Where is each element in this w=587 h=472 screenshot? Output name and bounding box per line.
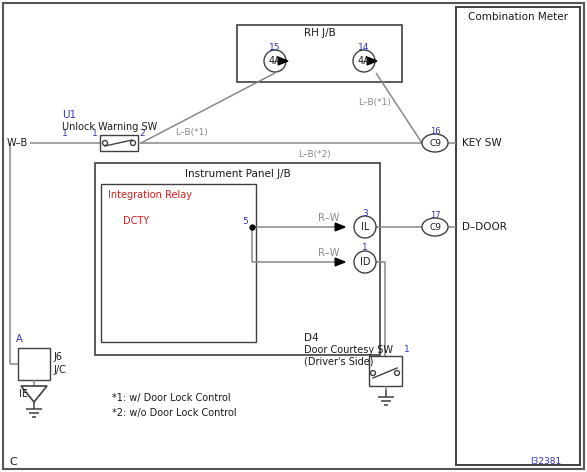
Text: J/C: J/C — [53, 365, 66, 375]
Bar — [18, 348, 50, 380]
Text: A: A — [16, 334, 23, 344]
Ellipse shape — [422, 134, 448, 152]
Circle shape — [370, 371, 376, 376]
Text: 1: 1 — [62, 129, 68, 138]
Text: I32381: I32381 — [530, 457, 561, 466]
Text: (Driver's Side): (Driver's Side) — [304, 357, 373, 367]
Text: 15: 15 — [269, 42, 281, 51]
Text: C: C — [9, 457, 17, 467]
Text: 1: 1 — [362, 244, 368, 253]
Text: DCTY: DCTY — [123, 216, 149, 226]
Text: 2: 2 — [139, 128, 144, 137]
Ellipse shape — [422, 218, 448, 236]
Text: D–DOOR: D–DOOR — [462, 222, 507, 232]
Bar — [100, 135, 138, 151]
Bar — [369, 356, 402, 386]
Text: C9: C9 — [429, 222, 441, 231]
Text: 5: 5 — [242, 217, 248, 226]
Circle shape — [130, 141, 136, 145]
Bar — [237, 25, 402, 82]
Text: *1: w/ Door Lock Control: *1: w/ Door Lock Control — [112, 393, 231, 403]
Text: U1: U1 — [62, 110, 76, 120]
Text: J6: J6 — [53, 352, 62, 362]
Polygon shape — [367, 57, 377, 65]
Circle shape — [103, 141, 107, 145]
Text: 16: 16 — [430, 127, 440, 136]
Text: *2: w/o Door Lock Control: *2: w/o Door Lock Control — [112, 408, 237, 418]
Text: Unlock Warning SW: Unlock Warning SW — [62, 122, 157, 132]
Circle shape — [394, 371, 400, 376]
Bar — [456, 7, 580, 465]
Text: 4A: 4A — [269, 56, 281, 66]
Text: 14: 14 — [358, 42, 370, 51]
Circle shape — [354, 216, 376, 238]
Text: L–B(*1): L–B(*1) — [358, 98, 391, 107]
Circle shape — [353, 50, 375, 72]
Text: R–W: R–W — [318, 248, 339, 258]
Polygon shape — [335, 258, 345, 266]
Text: Combination Meter: Combination Meter — [468, 12, 568, 22]
Text: Instrument Panel J/B: Instrument Panel J/B — [185, 169, 291, 179]
Polygon shape — [278, 57, 288, 65]
Circle shape — [264, 50, 286, 72]
Polygon shape — [335, 223, 345, 231]
Text: Door Courtesy SW: Door Courtesy SW — [304, 345, 393, 355]
Text: IE: IE — [19, 389, 28, 399]
Text: 1: 1 — [404, 345, 410, 354]
Text: D4: D4 — [304, 333, 319, 343]
Text: C9: C9 — [429, 138, 441, 147]
Bar — [95, 163, 380, 355]
Text: L–B(*2): L–B(*2) — [298, 151, 330, 160]
Circle shape — [354, 251, 376, 273]
Text: RH J/B: RH J/B — [303, 28, 335, 38]
Text: Integration Relay: Integration Relay — [108, 190, 192, 200]
Text: R–W: R–W — [318, 213, 339, 223]
Text: KEY SW: KEY SW — [462, 138, 502, 148]
Text: IL: IL — [361, 222, 369, 232]
Bar — [101, 184, 256, 342]
Text: 1: 1 — [92, 128, 98, 137]
Text: ID: ID — [360, 257, 370, 267]
Text: W–B: W–B — [7, 138, 28, 148]
Text: 4A: 4A — [357, 56, 370, 66]
Polygon shape — [21, 386, 47, 402]
Text: L–B(*1): L–B(*1) — [175, 127, 208, 136]
Text: 17: 17 — [430, 211, 440, 220]
Text: 3: 3 — [362, 209, 368, 218]
